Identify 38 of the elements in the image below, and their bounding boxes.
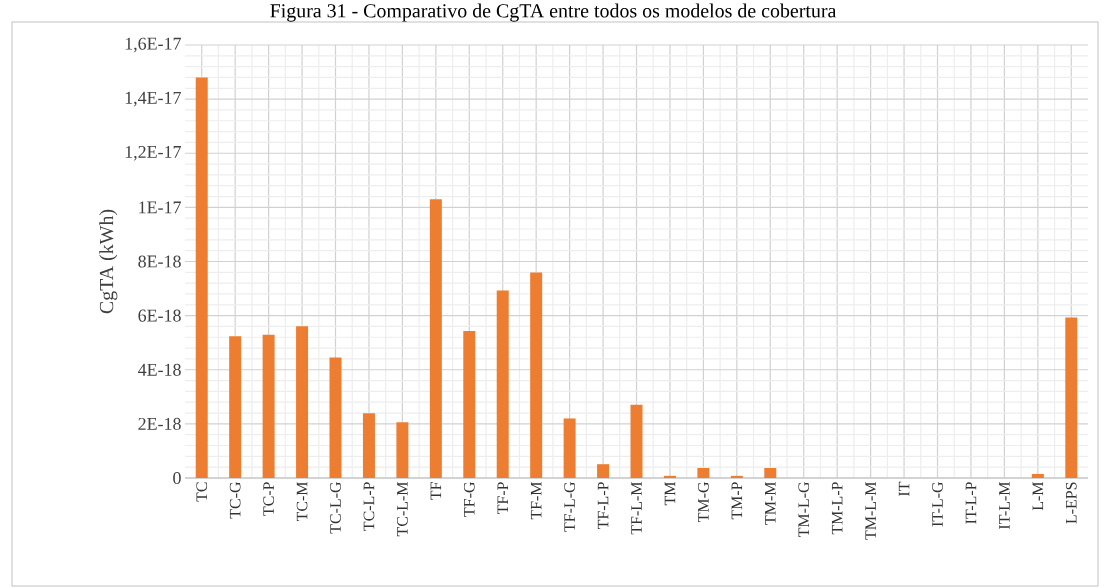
x-tick-label: IT-L-P: [965, 482, 977, 524]
x-tick-label: TM-L-M: [865, 481, 876, 540]
y-tick-label: 1,2E-17: [125, 145, 181, 161]
x-tick-label: TC-P: [263, 482, 274, 516]
x-tick-label: TF-L-M: [631, 481, 642, 535]
x-tick-label: IT-L-G: [932, 482, 943, 527]
x-tick-label: TM-L-P: [831, 482, 843, 535]
x-tick-label: TC-G: [229, 482, 241, 519]
x-tick-label: IT-L-M: [999, 481, 1010, 530]
y-tick-label: 2E-18: [138, 417, 181, 430]
y-tick-label: 1E-17: [139, 201, 181, 214]
y-tick-label: 4E-18: [138, 363, 181, 376]
x-tick-label: TM: [664, 481, 676, 506]
x-tick-label: TC: [196, 482, 208, 502]
y-tick-label: 6E-18: [138, 309, 181, 322]
y-tick-label: 0: [173, 471, 181, 485]
x-tick-label: TC-L-P: [363, 482, 375, 531]
y-tick-label: 1,4E-17: [125, 91, 181, 107]
x-tick-label: L-M: [1032, 481, 1044, 511]
x-tick-label: TF-G: [463, 482, 475, 517]
y-tick-label: 8E-18: [138, 255, 181, 268]
chart-title: Figura 31 - Comparativo de CgTA entre todos os modelos de cobertura: [270, 3, 837, 22]
x-tick-label: TM-L-G: [798, 482, 810, 538]
x-tick-label: TC-L-G: [330, 482, 341, 534]
x-tick-label: TC-L-M: [397, 481, 408, 537]
x-tick-label: TF-P: [497, 482, 508, 515]
x-tick-label: TF-L-G: [564, 482, 575, 532]
x-tick-label: TM-M: [765, 481, 776, 525]
x-tick-label: L-EPS: [1065, 482, 1077, 524]
y-axis-title: CgTA (kWh): [99, 209, 118, 314]
x-tick-label: TM-G: [698, 482, 709, 522]
x-tick-label: TF-L-P: [597, 482, 609, 530]
x-tick-label: TF-M: [530, 481, 542, 520]
x-tick-label: TF: [430, 482, 442, 500]
x-tick-label: TC-M: [296, 481, 308, 522]
x-tick-label: IT: [898, 481, 910, 496]
x-tick-label: TM-P: [731, 482, 743, 520]
y-tick-label: 1,6E-17: [125, 37, 181, 53]
